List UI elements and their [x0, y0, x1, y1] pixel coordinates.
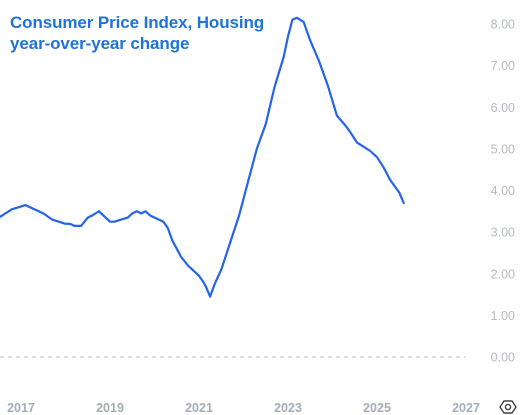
series-line: [0, 16, 405, 298]
y-tick-label: 7.00: [491, 59, 515, 73]
chart-subtitle: year-over-year change: [10, 34, 190, 53]
x-tick-label: 2019: [96, 401, 124, 415]
y-tick-label: 0.00: [491, 351, 515, 365]
y-axis: 0.00 1.00 2.00 3.00 4.00 5.00 6.00 7.00 8.00: [491, 18, 515, 365]
series-group: [0, 16, 405, 298]
x-tick-label: 2023: [274, 401, 302, 415]
x-tick-label: 2025: [363, 401, 391, 415]
x-tick-label: 2027: [452, 401, 480, 415]
y-tick-label: 8.00: [491, 18, 515, 32]
x-tick-label: 2017: [7, 401, 35, 415]
x-tick-label: 2021: [185, 401, 213, 415]
y-tick-label: 4.00: [491, 184, 515, 198]
y-tick-label: 2.00: [491, 267, 515, 281]
y-tick-label: 6.00: [491, 101, 515, 115]
x-axis: 2017 2019 2021 2023 2025 2027: [7, 401, 480, 415]
chart-title: Consumer Price Index, Housing: [10, 13, 265, 32]
y-tick-label: 3.00: [491, 226, 515, 240]
y-tick-label: 1.00: [491, 309, 515, 323]
y-tick-label: 5.00: [491, 142, 515, 156]
settings-icon[interactable]: [499, 399, 517, 415]
